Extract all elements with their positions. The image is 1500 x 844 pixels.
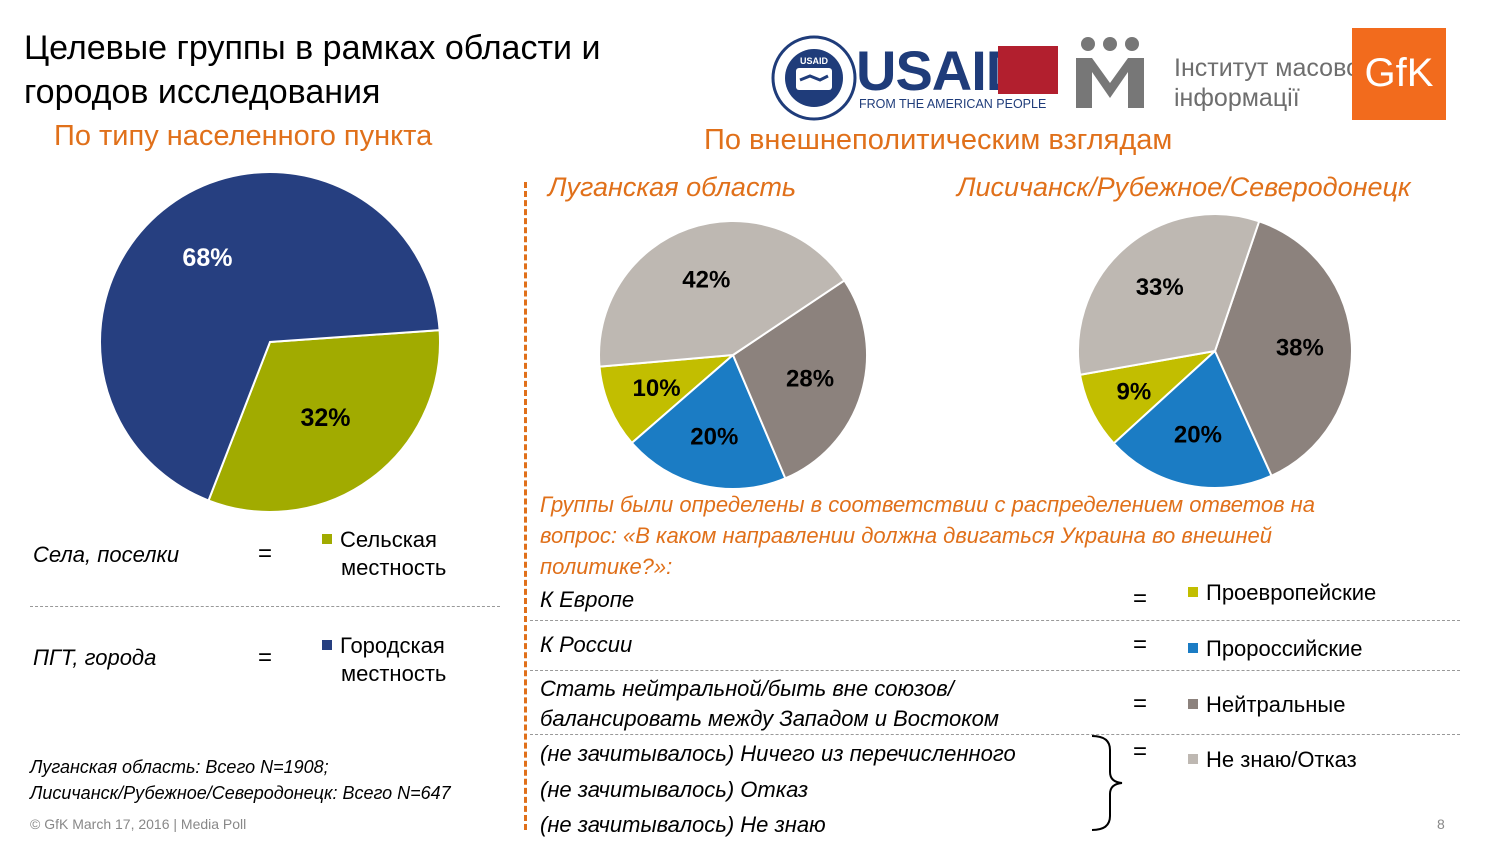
row-dk: (не зачитывалось) Ничего из перечисленно… xyxy=(540,736,1016,843)
sample-sizes: Луганская область: Всего N=1908; Лисичан… xyxy=(30,754,451,806)
title-line-2: городов исследования xyxy=(24,73,381,111)
note-line-2: вопрос: «В каком направлении должна двиг… xyxy=(540,523,1273,548)
legend-swatch-dk xyxy=(1188,754,1198,765)
left-eq-rural: = xyxy=(258,540,273,567)
eq-europe: = xyxy=(1133,585,1148,612)
left-separator xyxy=(30,606,500,607)
legend-pro-ru-label: Пророссийские xyxy=(1206,636,1363,661)
footer-copyright: © GfK March 17, 2016 | Media Poll xyxy=(30,816,247,832)
legend-urban: Городская местность xyxy=(322,632,446,688)
legend-dk-label: Не знаю/Отказ xyxy=(1206,747,1357,772)
pie-slice-сельская-местность xyxy=(207,329,441,513)
pie-data-label: 68% xyxy=(182,244,232,272)
subtitle-settlement: По типу населенного пункта xyxy=(54,120,433,152)
row-dk-line-1: (не зачитывалось) Ничего из перечисленно… xyxy=(540,741,1016,766)
pie-slice-нейтральные xyxy=(1213,220,1353,478)
imi-logo-icon xyxy=(1076,37,1144,108)
pie-slice-нейтральные xyxy=(731,279,868,480)
usaid-tagline: FROM THE AMERICAN PEOPLE xyxy=(859,97,1046,111)
pie-slice-не-знаю-отказ xyxy=(1077,213,1261,376)
note-line-3: политике?»: xyxy=(540,554,673,579)
pie-data-label: 28% xyxy=(786,365,834,392)
legend-swatch-neutral xyxy=(1188,699,1198,710)
legend-urban-line1: Городская xyxy=(340,633,445,658)
pie-data-label: 20% xyxy=(1174,422,1222,449)
usaid-seal-inner: USAID xyxy=(800,56,829,66)
row-separator-1 xyxy=(530,620,1460,621)
legend-swatch-rural xyxy=(322,534,332,545)
brace-icon xyxy=(1091,735,1123,831)
legend-swatch-pro-ru xyxy=(1188,643,1198,654)
pie-slice-проевропейские xyxy=(598,353,736,445)
row-europe: К Европе xyxy=(540,587,635,612)
legend-pro-ru: Пророссийские xyxy=(1188,636,1362,662)
usaid-word: USAID xyxy=(856,39,1025,102)
eq-russia: = xyxy=(1133,631,1148,658)
pie-data-label: 20% xyxy=(690,423,738,450)
left-source-rural: Села, поселки xyxy=(33,542,180,567)
title-line-1: Целевые группы в рамках области и xyxy=(24,29,601,67)
vertical-divider xyxy=(524,182,527,830)
row-neutral-line-1: Стать нейтральной/быть вне союзов/ xyxy=(540,676,954,701)
legend-neutral-label: Нейтральные xyxy=(1206,692,1346,717)
gfk-word: GfK xyxy=(1365,51,1434,95)
pie-slice-городская-местность xyxy=(99,171,441,502)
left-source-urban: ПГТ, города xyxy=(33,645,157,670)
row-neutral-line-2: балансировать между Западом и Востоком xyxy=(540,706,999,731)
imi-line-2: інформації xyxy=(1174,84,1300,112)
imi-line-1: Інститут масової xyxy=(1174,54,1367,82)
pie-cities: 9% 20% 38% 33% xyxy=(1077,213,1353,489)
chart-title-oblast: Луганская область xyxy=(548,172,797,202)
slide-title: Целевые группы в рамках области и городо… xyxy=(24,26,724,114)
pie-slice-пророссийские xyxy=(1112,349,1273,489)
note-line-1: Группы были определены в соответствии с … xyxy=(540,492,1316,517)
pie-data-label: 38% xyxy=(1276,334,1324,361)
pie-settlement: 32% 68% xyxy=(99,171,441,513)
legend-rural: Сельская местность xyxy=(322,526,446,582)
pie-data-label: 9% xyxy=(1117,378,1152,405)
legend-pro-eu-label: Проевропейские xyxy=(1206,580,1377,605)
sample-line-2: Лисичанск/Рубежное/Северодонецк: Всего N… xyxy=(30,783,451,803)
legend-neutral: Нейтральные xyxy=(1188,692,1345,718)
pie-data-label: 10% xyxy=(633,375,681,402)
pie-oblast: 10% 20% 28% 42% xyxy=(598,220,868,490)
pie-data-label: 42% xyxy=(682,267,730,294)
row-separator-2 xyxy=(530,670,1460,671)
eq-dk: = xyxy=(1133,738,1148,765)
chart-title-cities: Лисичанск/Рубежное/Северодонецк xyxy=(957,172,1411,202)
pie-data-label: 33% xyxy=(1136,274,1184,301)
page-number: 8 xyxy=(1437,816,1445,832)
eq-neutral: = xyxy=(1133,690,1148,717)
row-dk-line-2: (не зачитывалось) Отказ xyxy=(540,776,809,802)
row-russia: К России xyxy=(540,632,633,657)
row-neutral: Стать нейтральной/быть вне союзов/ балан… xyxy=(540,674,999,734)
subtitle-foreign-policy: По внешнеполитическим взглядам xyxy=(704,124,1173,156)
partner-logos: USAID USAID FROM THE AMERICAN PEOPLE Інс… xyxy=(771,28,1446,121)
grouping-note: Группы были определены в соответствии с … xyxy=(540,489,1460,582)
pie-data-label: 32% xyxy=(300,404,350,432)
legend-swatch-urban xyxy=(322,640,332,651)
legend-dk: Не знаю/Отказ xyxy=(1188,747,1357,773)
sample-line-1: Луганская область: Всего N=1908; xyxy=(30,757,329,777)
legend-rural-line2: местность xyxy=(341,555,447,580)
pie-slice-не-знаю-отказ xyxy=(598,220,846,368)
legend-urban-line2: местность xyxy=(341,661,447,686)
gfk-logo-icon xyxy=(1352,28,1446,120)
left-eq-urban: = xyxy=(258,644,273,671)
usaid-seal-icon: USAID xyxy=(771,35,857,121)
legend-pro-eu: Проевропейские xyxy=(1188,580,1376,606)
row-separator-3 xyxy=(530,734,1460,735)
legend-rural-line1: Сельская xyxy=(340,527,437,552)
legend-swatch-pro-eu xyxy=(1188,587,1198,598)
row-dk-line-3: (не зачитывалось) Не знаю xyxy=(540,812,826,837)
